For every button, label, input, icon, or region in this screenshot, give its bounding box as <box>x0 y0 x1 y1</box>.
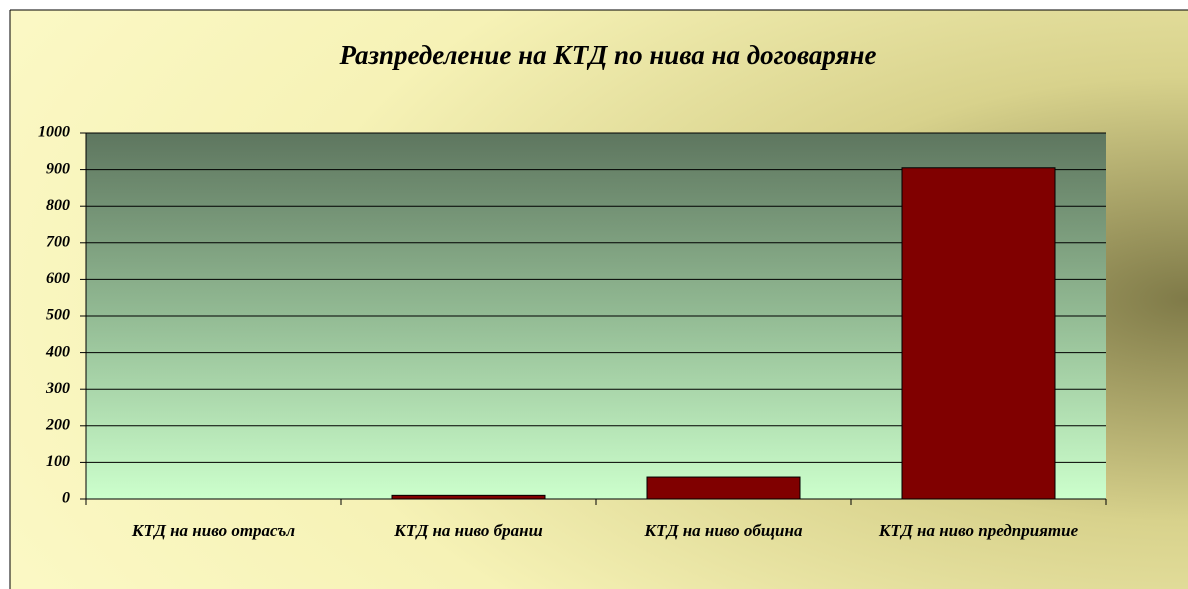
y-tick-label: 500 <box>46 307 70 324</box>
y-tick-label: 900 <box>46 160 70 177</box>
bar <box>646 476 801 500</box>
chart-title: Разпределение на КТД по нива на договаря… <box>339 40 877 70</box>
y-tick-label: 200 <box>45 416 70 433</box>
y-tick-label: 0 <box>62 490 70 507</box>
x-tick-label: КТД на ниво община <box>644 521 803 540</box>
x-tick-label: КТД на ниво предприятие <box>878 521 1079 540</box>
x-tick-label: КТД на ниво отрасъл <box>131 521 296 540</box>
bar <box>901 167 1056 500</box>
y-tick-label: 1000 <box>38 124 70 141</box>
y-tick-label: 300 <box>45 380 70 397</box>
x-tick-label: КТД на ниво бранш <box>394 521 543 540</box>
y-tick-label: 100 <box>46 453 70 470</box>
y-tick-label: 600 <box>46 270 70 287</box>
y-tick-label: 700 <box>46 233 70 250</box>
y-tick-label: 800 <box>46 197 70 214</box>
y-tick-label: 400 <box>45 343 70 360</box>
bar <box>391 494 546 500</box>
